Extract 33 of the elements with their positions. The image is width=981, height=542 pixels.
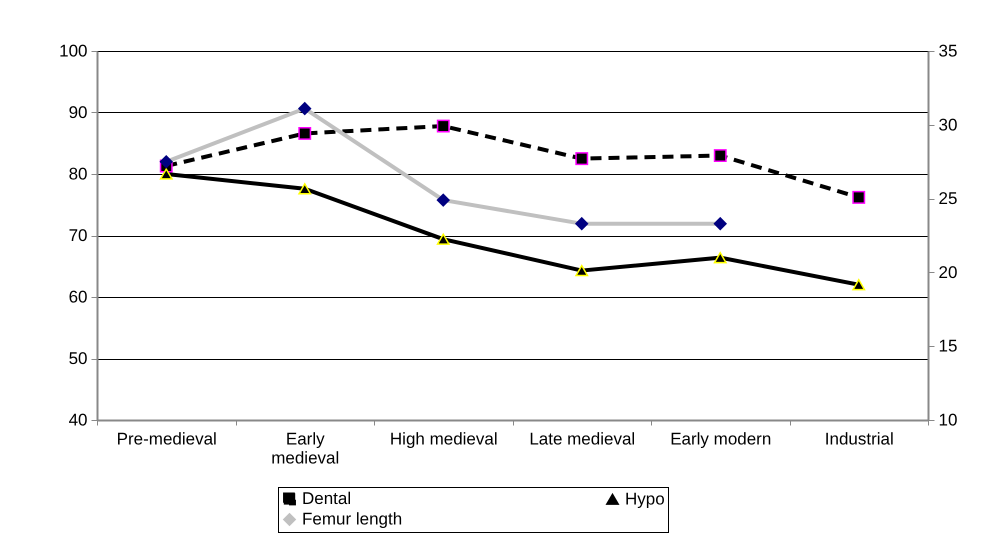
y2-tick-label: 20 xyxy=(938,262,958,282)
y-tick-label: 60 xyxy=(68,288,88,306)
legend-label: Hypo xyxy=(625,489,665,508)
x-tick-label: Industrial xyxy=(824,430,894,448)
point xyxy=(298,183,312,194)
point xyxy=(714,149,727,162)
point xyxy=(575,152,588,166)
y-tick-label: 40 xyxy=(68,410,88,430)
y2-tick-label: 25 xyxy=(938,189,958,208)
point xyxy=(160,168,173,180)
x-tick-label: Early medieval xyxy=(271,430,340,468)
y2-tick-label: 30 xyxy=(938,115,958,134)
point xyxy=(436,120,450,132)
x-tick-label: Early modern xyxy=(670,430,772,448)
point xyxy=(714,252,727,264)
x-tick-label: High medieval xyxy=(390,430,498,448)
y-tick-label: 50 xyxy=(68,349,88,368)
y-tick-label: 70 xyxy=(68,226,88,245)
y2-tick-label: 35 xyxy=(938,42,958,60)
point xyxy=(852,190,866,204)
point xyxy=(852,279,866,290)
point xyxy=(575,264,588,276)
y2-tick-label: 10 xyxy=(938,410,958,430)
x-tick-label: Late medieval xyxy=(529,430,636,448)
x-tick-label: Pre-medieval xyxy=(116,430,217,448)
y2-tick-label: 15 xyxy=(938,336,958,356)
legend-label: Femur length xyxy=(302,510,402,528)
point xyxy=(436,234,450,245)
y-tick-label: 100 xyxy=(59,42,88,60)
y-tick-label: 80 xyxy=(68,164,88,184)
legend-label: Dental xyxy=(302,488,352,508)
point xyxy=(298,126,312,140)
y-tick-label: 90 xyxy=(68,103,88,122)
